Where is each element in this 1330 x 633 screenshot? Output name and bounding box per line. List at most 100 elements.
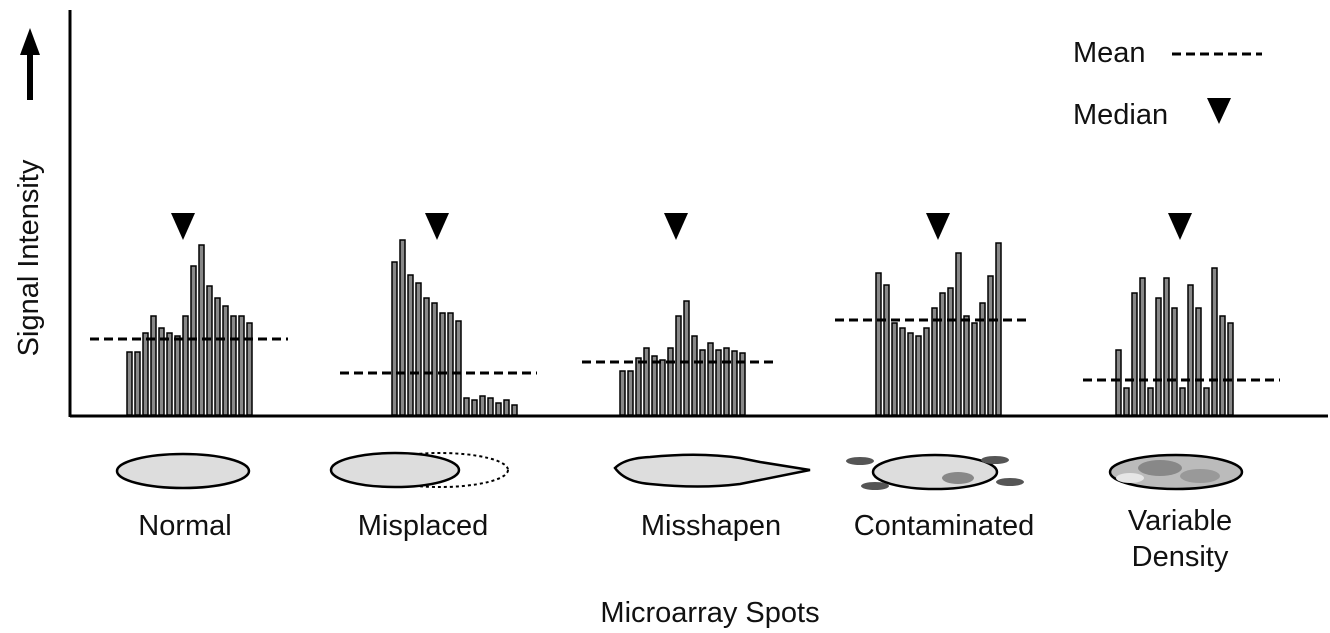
bar <box>1203 387 1210 416</box>
bar <box>883 284 890 416</box>
bar <box>1219 315 1226 416</box>
bar <box>1147 387 1154 416</box>
bar <box>238 315 245 416</box>
bar <box>723 347 730 416</box>
bar <box>955 252 962 416</box>
bar <box>1187 284 1194 416</box>
y-label: Signal Intensity <box>13 159 45 356</box>
bar <box>198 244 205 416</box>
contaminant <box>846 457 874 465</box>
contaminant <box>942 472 974 484</box>
bar <box>635 357 642 416</box>
bar <box>439 312 446 416</box>
bar <box>174 335 181 416</box>
bar <box>1179 387 1186 416</box>
bar <box>471 399 478 416</box>
bar <box>150 315 157 416</box>
bar <box>166 332 173 416</box>
bar <box>963 315 970 416</box>
bar <box>947 287 954 416</box>
bar <box>907 332 914 416</box>
bar <box>1115 349 1122 416</box>
bar <box>463 397 470 416</box>
bar <box>447 312 454 416</box>
bar <box>1195 307 1202 416</box>
median-marker <box>926 213 950 240</box>
bar <box>391 261 398 416</box>
bar <box>923 327 930 416</box>
bar <box>707 342 714 416</box>
spot-contaminated <box>871 453 999 491</box>
bar <box>1211 267 1218 416</box>
bar <box>1227 322 1234 416</box>
legend-median-symbol <box>1207 98 1231 124</box>
bar <box>1155 297 1162 416</box>
contaminant <box>981 456 1009 464</box>
bar <box>939 292 946 416</box>
bar <box>987 275 994 416</box>
bar <box>875 272 882 416</box>
bar <box>675 315 682 416</box>
legend-median: Median <box>1073 99 1168 131</box>
contaminant <box>996 478 1024 486</box>
bar <box>979 302 986 416</box>
bar <box>1123 387 1130 416</box>
bar <box>699 349 706 416</box>
bar <box>511 404 518 416</box>
median-marker <box>664 213 688 240</box>
bar <box>659 359 666 416</box>
bar <box>415 282 422 416</box>
bar <box>206 285 213 416</box>
bar <box>995 242 1002 416</box>
bar <box>503 399 510 416</box>
bar <box>222 305 229 416</box>
spot-label: Misshapen <box>640 510 782 542</box>
density-patch <box>1116 473 1144 483</box>
bar <box>899 327 906 416</box>
density-patch <box>1180 469 1220 483</box>
bar <box>158 327 165 416</box>
bar <box>891 322 898 416</box>
bar <box>495 402 502 416</box>
bar <box>1163 277 1170 416</box>
contaminant <box>861 482 889 490</box>
spot-label: Normal <box>138 510 232 542</box>
bar <box>246 322 253 416</box>
bar <box>739 352 746 416</box>
median-marker <box>171 213 195 240</box>
bar <box>667 347 674 416</box>
median-marker <box>425 213 449 240</box>
spot-label: Variable Density <box>1127 505 1233 573</box>
bar <box>214 297 221 416</box>
bar <box>915 335 922 416</box>
bar <box>230 315 237 416</box>
bar <box>971 322 978 416</box>
spot-misshapen <box>613 453 811 488</box>
bar <box>691 335 698 416</box>
spot-misplaced <box>329 451 461 489</box>
bar <box>455 320 462 416</box>
bar <box>627 370 634 416</box>
arrow-head <box>20 28 40 55</box>
bar <box>479 395 486 416</box>
spot-label: Misplaced <box>357 510 489 542</box>
bar <box>1131 292 1138 416</box>
bar <box>423 297 430 416</box>
density-patch <box>1138 460 1182 476</box>
bar <box>1139 277 1146 416</box>
spot-normal <box>115 452 251 490</box>
spot-label: Contaminated <box>853 510 1035 542</box>
bar <box>715 349 722 416</box>
bar <box>126 351 133 416</box>
bar <box>431 302 438 416</box>
bar <box>683 300 690 416</box>
bar <box>931 307 938 416</box>
bar <box>399 239 406 416</box>
bar <box>619 370 626 416</box>
bar <box>487 397 494 416</box>
bar <box>651 355 658 416</box>
bar <box>643 347 650 416</box>
legend-mean: Mean <box>1073 37 1146 69</box>
